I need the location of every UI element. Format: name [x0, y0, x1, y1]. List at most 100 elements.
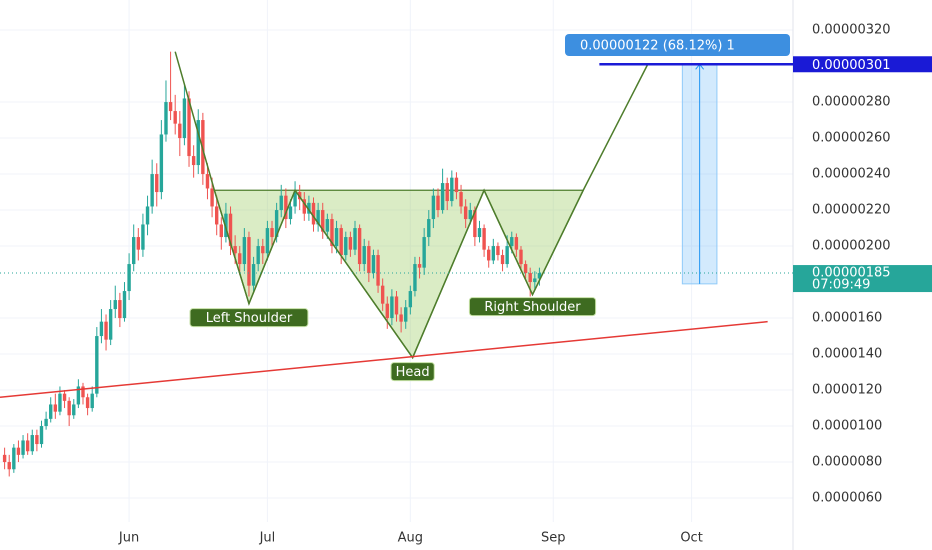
candle-body: [334, 228, 339, 247]
candle-body: [348, 237, 353, 250]
candle-body: [214, 206, 219, 225]
candle-body: [293, 192, 297, 207]
candle-body: [413, 264, 417, 292]
candle-body: [219, 224, 224, 238]
candle-body: [132, 237, 136, 265]
candle-body: [436, 195, 440, 211]
pattern-label-box: [189, 308, 309, 328]
candle-body: [510, 237, 514, 247]
candle-body: [113, 300, 117, 310]
candle-body: [380, 285, 385, 304]
candle-body: [256, 246, 260, 265]
candle-body: [30, 435, 34, 452]
candle-body: [76, 386, 81, 405]
candle-body: [127, 264, 131, 292]
candle-body: [431, 195, 436, 220]
y-tick-label: 0.0000120: [812, 383, 882, 398]
candle-body: [21, 440, 25, 455]
candle-body: [404, 307, 408, 322]
x-tick-label: Oct: [680, 531, 702, 546]
target-price-label: 0.00000301: [812, 58, 891, 73]
candle-body: [528, 273, 532, 283]
candle-body: [463, 206, 468, 220]
candle-body: [145, 206, 150, 225]
x-tick-label: Jul: [259, 531, 276, 546]
candle-body: [307, 202, 311, 214]
y-tick-label: 0.0000140: [812, 347, 882, 362]
candle-body: [251, 264, 256, 286]
candle-body: [238, 253, 242, 265]
candle-body: [72, 404, 76, 416]
candle-body: [49, 404, 53, 419]
candle-body: [81, 386, 85, 398]
y-tick-label: 0.0000160: [812, 311, 882, 326]
candle-body: [173, 111, 177, 124]
candle-body: [104, 321, 108, 340]
candle-body: [519, 249, 523, 265]
candle-body: [537, 273, 542, 279]
candle-body: [321, 210, 325, 232]
x-tick-label: Sep: [541, 531, 566, 546]
candle-body: [44, 418, 48, 427]
candle-body: [371, 255, 376, 274]
candle-body: [450, 177, 454, 202]
candle-body: [242, 237, 247, 265]
candle-body: [279, 195, 283, 211]
candle-body: [150, 174, 154, 207]
x-tick-label: Aug: [398, 531, 423, 546]
pattern-label-box: [468, 297, 597, 317]
candle-body: [210, 188, 214, 207]
candle-body: [417, 264, 422, 268]
candle-body: [284, 195, 288, 220]
candle-body: [178, 123, 182, 139]
candle-body: [288, 206, 293, 220]
candle-body: [53, 404, 58, 412]
candle-body: [196, 120, 200, 166]
candle-body: [95, 336, 99, 394]
candle-body: [35, 435, 39, 445]
candle-body: [482, 228, 486, 250]
candle-body: [505, 246, 509, 265]
candle-body: [408, 291, 413, 308]
candle-body: [385, 303, 389, 319]
candle-body: [357, 228, 362, 265]
trendline: [0, 320, 768, 399]
candle-body: [39, 426, 44, 445]
pattern-label: Left Shoulder: [206, 311, 293, 326]
candle-body: [187, 98, 191, 157]
candle-body: [491, 246, 496, 261]
y-tick-label: 0.0000100: [812, 419, 882, 434]
candle-body: [367, 246, 371, 274]
x-tick-label: Jun: [118, 531, 139, 546]
candle-body: [99, 321, 104, 337]
countdown: 07:09:49: [812, 278, 870, 293]
candle-body: [12, 447, 16, 470]
candle-body: [376, 255, 380, 286]
target-price-box: [793, 56, 932, 73]
candle-body: [58, 393, 62, 412]
candle-body: [445, 183, 449, 202]
candle-body: [233, 246, 237, 254]
y-tick-label: 0.0000080: [812, 455, 882, 470]
candle-body: [224, 213, 228, 238]
candle-body: [390, 296, 394, 319]
candle-body: [16, 447, 21, 455]
candle-body: [316, 210, 320, 225]
candle-body: [159, 134, 164, 193]
candle-body: [422, 237, 426, 268]
y-tick-label: 0.00000280: [812, 95, 891, 110]
y-tick-label: 0.00000320: [812, 23, 891, 38]
candle-body: [191, 156, 196, 166]
candle-body: [353, 228, 357, 250]
candle-body: [85, 397, 90, 409]
candle-body: [205, 174, 210, 189]
candle-body: [62, 393, 67, 401]
candle-body: [25, 440, 30, 452]
candle-body: [182, 98, 187, 139]
candle-body: [136, 237, 141, 250]
y-tick-label: 0.00000240: [812, 167, 891, 182]
candle-body: [459, 192, 463, 207]
last-price-box: [793, 265, 932, 293]
pattern-label: Right Shoulder: [484, 300, 581, 315]
